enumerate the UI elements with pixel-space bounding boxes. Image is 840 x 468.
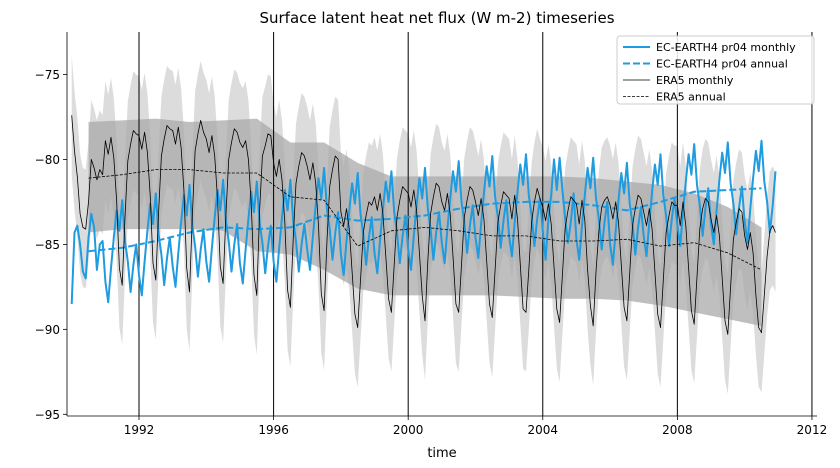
x-axis-label: time — [427, 446, 456, 461]
x-tick-label: 2012 — [797, 423, 828, 437]
legend-label: ERA5 annual — [656, 91, 726, 104]
y-tick-label: −75 — [35, 68, 60, 82]
x-tick-label: 2000 — [393, 423, 424, 437]
legend-label: ERA5 monthly — [656, 74, 734, 87]
series-line-1 — [88, 187, 762, 253]
legend-label: EC-EARTH4 pr04 annual — [656, 58, 788, 71]
x-tick-label: 2008 — [662, 423, 693, 437]
annual-spread-band — [88, 118, 762, 326]
y-tick-label: −95 — [35, 408, 60, 422]
spread-bands — [71, 55, 776, 394]
series-line-0 — [70, 139, 777, 304]
axes: −95 −90 −85 −80 −75 1992 1996 2000 2004 2008 2012 — [35, 32, 828, 437]
x-tick-label: 1996 — [258, 423, 289, 437]
x-tick-label: 1992 — [124, 423, 155, 437]
y-tick-label: −85 — [35, 238, 60, 252]
legend: EC-EARTH4 pr04 monthly EC-EARTH4 pr04 ann… — [616, 35, 815, 105]
series-line-2 — [71, 115, 776, 335]
legend-label: EC-EARTH4 pr04 monthly — [656, 41, 796, 54]
x-tick-label: 2004 — [528, 423, 559, 437]
series-line-3 — [88, 169, 762, 271]
legend-box — [616, 35, 815, 105]
series-lines — [70, 115, 777, 335]
y-tick-label: −80 — [35, 153, 60, 167]
y-tick-label: −90 — [35, 323, 60, 337]
chart-title: Surface latent heat net flux (W m-2) tim… — [259, 9, 614, 27]
